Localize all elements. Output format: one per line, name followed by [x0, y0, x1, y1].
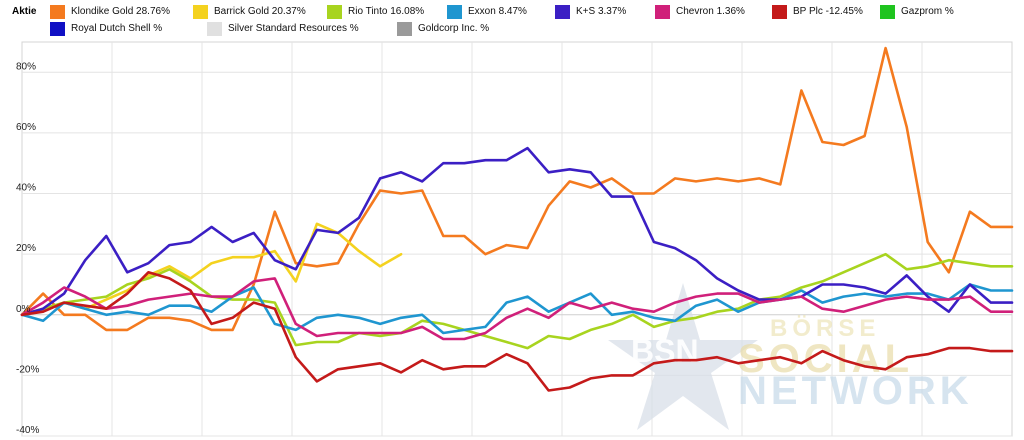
y-tick-label: 20%	[16, 243, 36, 254]
y-tick-label: -40%	[16, 425, 39, 436]
star-icon	[608, 283, 758, 430]
series-line-chevron	[20, 277, 1014, 341]
series-line-klondike-gold	[20, 46, 1014, 332]
legend-label: Silver Standard Resources %	[228, 23, 359, 34]
y-tick-label: -20%	[16, 364, 39, 375]
legend-swatch	[655, 5, 670, 19]
legend-swatch	[327, 5, 342, 19]
legend-label: Gazprom %	[901, 6, 954, 17]
watermark-line3: NETWORK	[738, 369, 973, 413]
y-tick-label: 80%	[16, 61, 36, 72]
legend-label: Barrick Gold 20.37%	[214, 6, 306, 17]
legend-heading: Aktie	[12, 6, 37, 17]
legend-swatch	[50, 5, 65, 19]
legend-label: Klondike Gold 28.76%	[71, 6, 170, 17]
y-axis: -40% -20% 0% 20% 40% 60% 80%	[16, 61, 39, 436]
series-lines	[20, 46, 1014, 392]
series-line-exxon	[20, 283, 1014, 335]
watermark: BSN BÖRSE SOCIAL NETWORK	[608, 283, 973, 430]
legend-swatch	[772, 5, 787, 19]
series-line-rio-tinto	[20, 252, 1014, 350]
legend-swatch	[555, 5, 570, 19]
legend-swatch	[447, 5, 462, 19]
legend-swatch	[397, 22, 412, 36]
legend: Aktie Klondike Gold 28.76% Barrick Gold …	[0, 0, 1024, 40]
legend-label: BP Plc -12.45%	[793, 6, 863, 17]
legend-swatch	[193, 5, 208, 19]
legend-label: Royal Dutch Shell %	[71, 23, 163, 34]
legend-label: Rio Tinto 16.08%	[348, 6, 425, 17]
y-tick-label: 0%	[16, 304, 31, 315]
y-tick-label: 40%	[16, 183, 36, 194]
legend-swatch	[207, 22, 222, 36]
legend-label: K+S 3.37%	[576, 6, 627, 17]
grid-lines	[21, 41, 1013, 437]
series-line-bp-plc	[20, 270, 1014, 392]
watermark-star-text: BSN	[631, 333, 699, 369]
legend-swatch	[50, 22, 65, 36]
watermark-line1: BÖRSE	[770, 315, 880, 342]
series-line-k-s	[20, 146, 1014, 317]
legend-label: Chevron 1.36%	[676, 6, 745, 17]
legend-swatch	[880, 5, 895, 19]
y-tick-label: 60%	[16, 122, 36, 133]
legend-label: Goldcorp Inc. %	[418, 23, 490, 34]
legend-label: Exxon 8.47%	[468, 6, 527, 17]
